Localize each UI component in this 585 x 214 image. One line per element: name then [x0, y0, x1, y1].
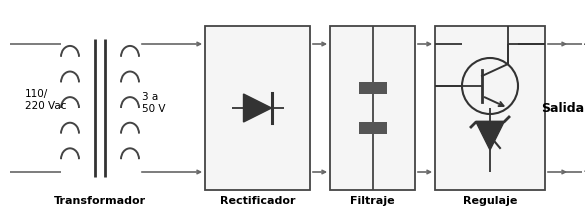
- Bar: [330, 26, 415, 190]
- Text: Salida: Salida: [542, 101, 584, 114]
- Text: Regulaje: Regulaje: [463, 196, 517, 206]
- Bar: [359, 82, 387, 89]
- Bar: [205, 26, 310, 190]
- Text: Transformador: Transformador: [54, 196, 146, 206]
- Text: Filtraje: Filtraje: [350, 196, 395, 206]
- Bar: [359, 127, 387, 134]
- Bar: [359, 122, 387, 129]
- Text: +: +: [583, 37, 585, 51]
- Text: -: -: [583, 165, 585, 178]
- Bar: [359, 87, 387, 94]
- Text: 110/
220 Vac: 110/ 220 Vac: [25, 89, 67, 111]
- Text: 3 a
50 V: 3 a 50 V: [142, 92, 166, 114]
- Text: Rectificador: Rectificador: [220, 196, 295, 206]
- Polygon shape: [243, 94, 271, 122]
- Bar: [435, 26, 545, 190]
- Polygon shape: [476, 122, 504, 150]
